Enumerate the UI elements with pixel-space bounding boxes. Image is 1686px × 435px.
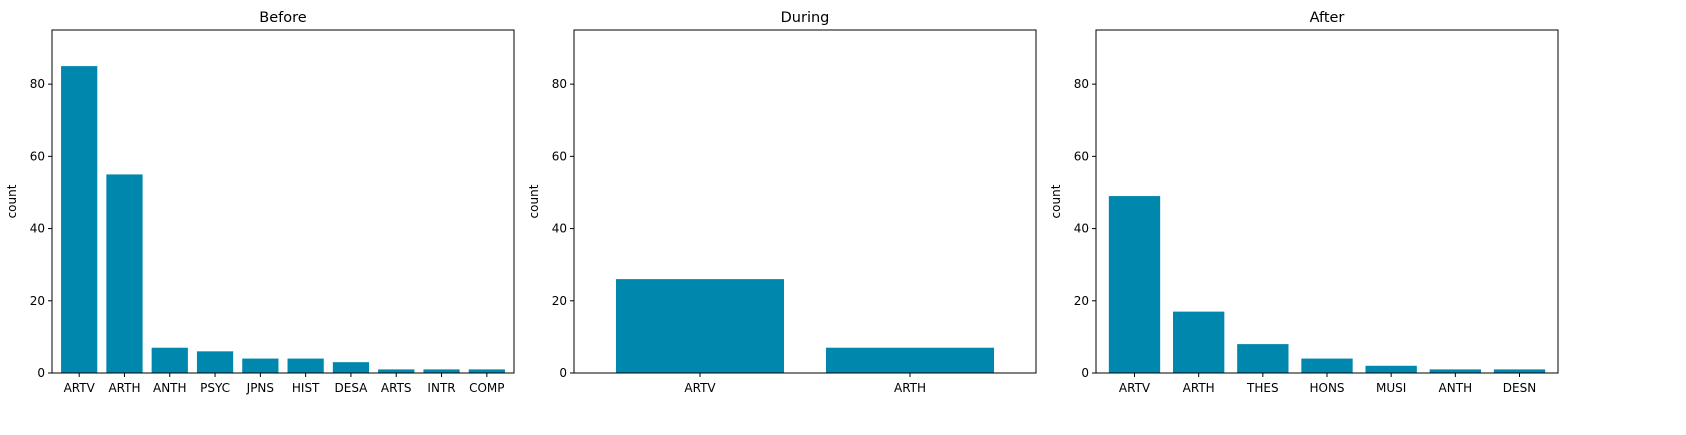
x-tick-label: HONS bbox=[1309, 381, 1344, 395]
x-tick-label: ARTH bbox=[1183, 381, 1215, 395]
x-tick-label: HIST bbox=[292, 381, 320, 395]
bar-musi bbox=[1365, 365, 1417, 373]
y-tick-label: 80 bbox=[552, 77, 567, 91]
bar-anth bbox=[151, 347, 188, 373]
chart-title: During bbox=[781, 10, 830, 26]
bar-jpns bbox=[242, 358, 279, 373]
x-tick-label: ANTH bbox=[1439, 381, 1473, 395]
y-tick-label: 20 bbox=[1074, 294, 1089, 308]
y-tick-label: 40 bbox=[1074, 222, 1089, 236]
x-tick-label: INTR bbox=[427, 381, 455, 395]
bar-desa bbox=[332, 362, 370, 373]
bar-artv bbox=[1108, 196, 1161, 373]
y-tick-label: 20 bbox=[552, 294, 567, 308]
y-tick-label: 40 bbox=[552, 222, 567, 236]
x-tick-label: THES bbox=[1246, 381, 1279, 395]
bar-intr bbox=[423, 369, 460, 373]
bar-comp bbox=[468, 369, 505, 373]
x-tick-label: COMP bbox=[469, 381, 504, 395]
plot-frame bbox=[573, 29, 1037, 374]
y-tick-label: 80 bbox=[30, 77, 45, 91]
y-tick-label: 80 bbox=[1074, 77, 1089, 91]
chart-panel-before: Before ARTV ARTH ANTH PSYC JPNS HIST DESA ARTS IN… bbox=[5, 10, 515, 395]
y-tick-label: 60 bbox=[1074, 149, 1089, 163]
y-tick-label: 0 bbox=[37, 366, 45, 380]
bar-hist bbox=[287, 358, 324, 373]
bar-desn bbox=[1493, 369, 1546, 373]
y-tick-label: 0 bbox=[559, 366, 567, 380]
chart-panel-after: After ARTV ARTH THES HONS MUSI ANTH DESN 0 20 40 60… bbox=[1049, 10, 1559, 395]
x-tick-label: ARTH bbox=[894, 381, 926, 395]
y-axis-label: count bbox=[527, 184, 541, 218]
bar-hons bbox=[1301, 358, 1353, 373]
y-tick-label: 60 bbox=[552, 149, 567, 163]
bar-arth bbox=[826, 347, 994, 373]
bar-arth bbox=[1173, 311, 1225, 373]
bar-psyc bbox=[196, 351, 234, 373]
x-tick-label: ARTV bbox=[1119, 381, 1151, 395]
y-axis-label: count bbox=[1049, 184, 1063, 218]
x-tick-label: PSYC bbox=[200, 381, 230, 395]
bar-thes bbox=[1237, 344, 1289, 373]
x-tick-label: ARTV bbox=[64, 381, 96, 395]
x-tick-label: ARTS bbox=[381, 381, 412, 395]
bar-anth bbox=[1429, 369, 1481, 373]
y-tick-label: 40 bbox=[30, 222, 45, 236]
bar-arth bbox=[106, 174, 143, 373]
x-tick-label: ARTV bbox=[684, 381, 716, 395]
y-axis-label: count bbox=[5, 184, 19, 218]
x-tick-label: ANTH bbox=[153, 381, 187, 395]
bar-arts bbox=[378, 369, 415, 373]
chart-panel-during: During ARTV ARTH 0 20 40 60 80 count bbox=[527, 10, 1037, 395]
x-tick-label: JPNS bbox=[246, 381, 274, 395]
bar-artv bbox=[61, 66, 98, 374]
y-tick-label: 60 bbox=[30, 149, 45, 163]
x-tick-label: DESN bbox=[1503, 381, 1536, 395]
x-tick-label: DESA bbox=[335, 381, 369, 395]
chart-title: After bbox=[1310, 10, 1345, 26]
plot-frame bbox=[1095, 29, 1559, 374]
y-tick-label: 20 bbox=[30, 294, 45, 308]
y-tick-label: 0 bbox=[1081, 366, 1089, 380]
chart-title: Before bbox=[259, 10, 306, 26]
plot-frame bbox=[51, 29, 515, 374]
x-tick-label: ARTH bbox=[108, 381, 140, 395]
bar-artv bbox=[616, 279, 784, 373]
x-tick-label: MUSI bbox=[1376, 381, 1406, 395]
